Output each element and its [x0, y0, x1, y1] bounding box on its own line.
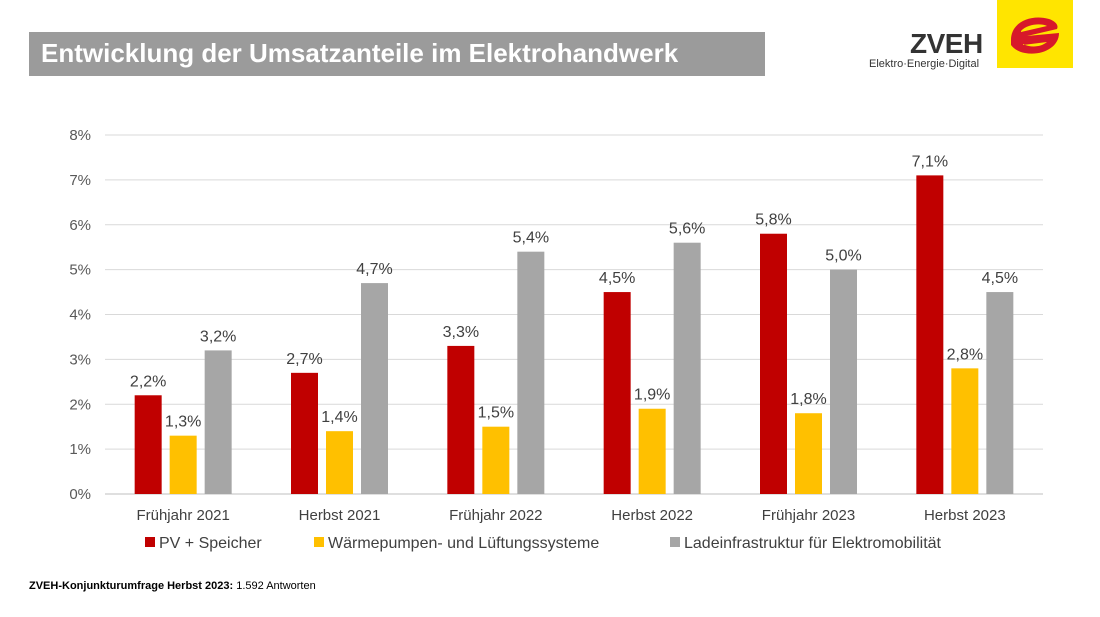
data-label: 1,4% [321, 409, 357, 426]
logo-name: ZVEH [910, 28, 983, 59]
bar [760, 233, 787, 494]
data-label: 4,5% [982, 270, 1018, 287]
bar [603, 292, 631, 494]
logo-tagline: Elektro·Energie·Digital [869, 58, 980, 70]
bar [673, 242, 701, 494]
y-tick-label: 0% [69, 486, 91, 503]
e-mark-cut-top [1021, 24, 1047, 32]
bar [361, 283, 388, 494]
y-tick-label: 6% [69, 217, 91, 234]
data-label: 2,2% [130, 373, 166, 390]
data-label: 7,1% [912, 153, 948, 170]
data-label: 2,8% [947, 346, 983, 363]
category-label: Frühjahr 2023 [762, 507, 855, 524]
y-tick-label: 2% [69, 396, 91, 413]
data-label: 2,7% [286, 351, 322, 368]
logo-square [997, 0, 1073, 68]
y-tick-label: 4% [69, 307, 91, 324]
y-tick-label: 5% [69, 262, 91, 279]
category-label: Frühjahr 2022 [449, 507, 542, 524]
data-label: 5,6% [669, 221, 705, 238]
legend-swatch [670, 537, 680, 547]
data-label: 5,8% [755, 212, 791, 229]
bar [916, 175, 944, 494]
category-label: Frühjahr 2021 [136, 507, 229, 524]
y-tick-label: 1% [69, 441, 91, 458]
category-label: Herbst 2022 [611, 507, 693, 524]
bar [830, 269, 857, 494]
data-label: 5,0% [825, 248, 861, 265]
data-label: 5,4% [513, 230, 549, 247]
bar [517, 251, 545, 494]
data-label: 4,7% [356, 261, 392, 278]
bar [326, 431, 353, 494]
legend-label: PV + Speicher [159, 535, 262, 552]
source-note-text: 1.592 Antworten [233, 580, 316, 592]
category-label: Herbst 2023 [924, 507, 1006, 524]
e-mark-cut-bottom [1023, 42, 1047, 47]
zveh-logo: ZVEH Elektro·Energie·Digital [868, 0, 1078, 72]
legend-label: Wärmepumpen- und Lüftungssysteme [328, 535, 599, 552]
page-title: Entwicklung der Umsatzanteile im Elektro… [41, 38, 679, 68]
legend-swatch [314, 537, 324, 547]
bar [291, 372, 318, 494]
title-banner: Entwicklung der Umsatzanteile im Elektro… [29, 32, 765, 76]
data-label: 4,5% [599, 270, 635, 287]
data-label: 1,9% [634, 387, 670, 404]
data-label: 1,8% [790, 391, 826, 408]
bar [482, 426, 510, 494]
bar [447, 345, 475, 494]
data-label: 3,2% [200, 328, 236, 345]
bar [795, 413, 822, 494]
y-tick-label: 7% [69, 172, 91, 189]
legend-swatch [145, 537, 155, 547]
y-tick-label: 8% [69, 127, 91, 144]
data-label: 1,3% [165, 414, 201, 431]
bar [134, 395, 162, 494]
data-label: 3,3% [443, 324, 479, 341]
y-tick-label: 3% [69, 351, 91, 368]
category-label: Herbst 2021 [299, 507, 381, 524]
bar [951, 368, 979, 494]
e-mark-icon [1011, 17, 1059, 54]
bar [204, 350, 232, 494]
bar [169, 435, 197, 494]
bar [638, 408, 666, 494]
source-note-bold: ZVEH-Konjunkturumfrage Herbst 2023: [29, 580, 234, 592]
legend-label: Ladeinfrastruktur für Elektromobilität [684, 535, 942, 552]
data-label: 1,5% [478, 405, 514, 422]
bar [986, 292, 1014, 494]
source-note: ZVEH-Konjunkturumfrage Herbst 2023: 1.59… [29, 580, 316, 592]
